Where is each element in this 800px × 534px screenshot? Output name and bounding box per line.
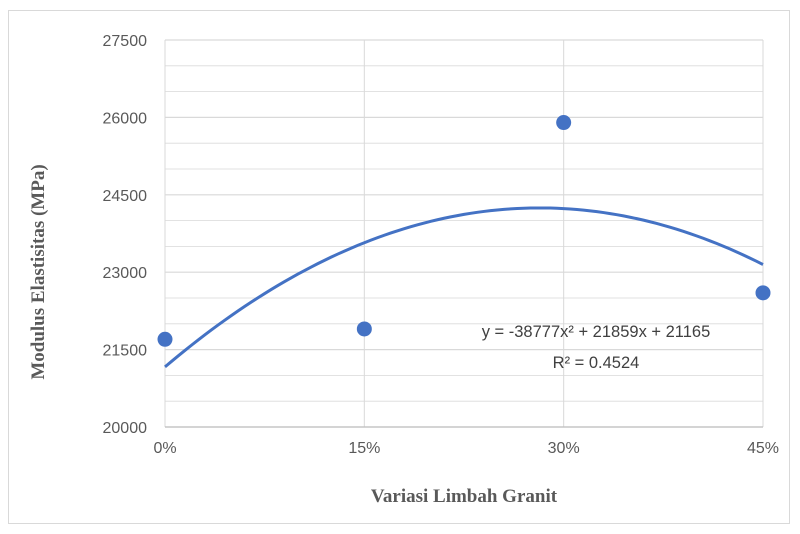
trendline-equation: y = -38777x² + 21859x + 21165 <box>482 323 711 341</box>
x-axis-title: Variasi Limbah Granit <box>371 486 558 507</box>
x-tick-label: 30% <box>548 440 580 457</box>
data-point <box>356 321 372 337</box>
x-tick-label: 15% <box>348 440 380 457</box>
data-points <box>157 115 771 347</box>
data-point <box>157 331 173 347</box>
y-axis-title: Modulus Elastisitas (MPa) <box>28 164 49 379</box>
x-tick-labels: 0% 15% 30% 45% <box>153 440 779 457</box>
y-tick-label: 26000 <box>103 110 148 127</box>
data-point <box>755 285 771 301</box>
y-tick-label: 24500 <box>103 188 148 205</box>
y-tick-label: 23000 <box>103 265 148 282</box>
chart-frame <box>8 10 790 524</box>
data-point <box>556 115 572 131</box>
gridlines <box>164 39 764 428</box>
y-tick-label: 21500 <box>103 343 148 360</box>
r-squared-label: R² = 0.4524 <box>553 354 640 372</box>
y-tick-label: 20000 <box>103 420 148 437</box>
trendline <box>164 206 764 369</box>
y-tick-label: 27500 <box>103 33 148 50</box>
x-tick-label: 45% <box>747 440 779 457</box>
x-tick-label: 0% <box>153 440 176 457</box>
y-tick-labels: 20000 21500 23000 24500 26000 27500 <box>103 33 148 437</box>
